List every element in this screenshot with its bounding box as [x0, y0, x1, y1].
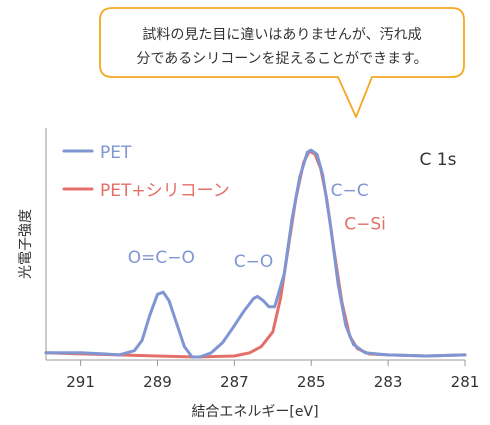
x-tick-label-289: 289 [143, 373, 172, 391]
peak-annotations: O=C−O C−O C−C C−Si [128, 181, 386, 272]
callout-bubble-shape [99, 7, 465, 118]
x-tick-label-283: 283 [374, 373, 403, 391]
y-axis-label: 光電子強度 [18, 209, 34, 279]
x-axis-ticks: 291 289 287 285 283 281 [66, 360, 479, 391]
legend: PET PET+シリコーン [62, 143, 230, 201]
x-axis-label: 結合エネルギー[eV] [191, 404, 318, 420]
chart-title: C 1s [420, 150, 457, 170]
legend-label-pet-silicone: PET+シリコーン [100, 181, 230, 201]
callout-text-line-2: 分であるシリコーンを捉えることができます。 [136, 51, 427, 67]
x-tick-label-291: 291 [66, 373, 95, 391]
callout-bubble: 試料の見た目に違いはありませんが、汚れ成 分であるシリコーンを捉えることができま… [99, 7, 465, 118]
peak-label-c-c: C−C [331, 181, 369, 201]
callout-text-line-1: 試料の見た目に違いはありませんが、汚れ成 [142, 27, 421, 43]
x-tick-label-287: 287 [220, 373, 249, 391]
legend-label-pet: PET [100, 143, 132, 163]
series-line-pet [44, 148, 467, 359]
x-tick-label-281: 281 [451, 373, 480, 391]
peak-label-c-si: C−Si [344, 215, 386, 235]
x-tick-label-285: 285 [297, 373, 326, 391]
peak-label-c-o: C−O [234, 252, 274, 272]
series-layer [44, 148, 467, 359]
peak-label-o-c-o: O=C−O [128, 248, 195, 268]
